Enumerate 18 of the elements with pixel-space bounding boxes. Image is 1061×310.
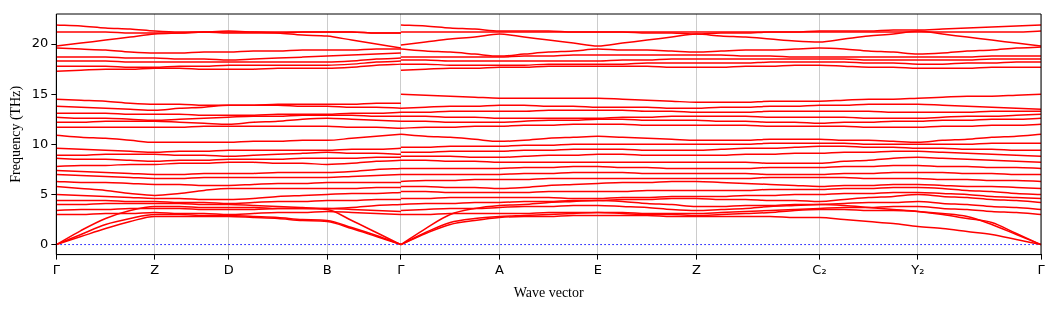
x-tick-label: Y₂ [910, 261, 925, 277]
x-tick-label: Z [691, 261, 701, 277]
y-tick-label: 5 [40, 185, 49, 201]
y-tick-label: 15 [31, 85, 49, 101]
x-tick-label: Γ [397, 261, 406, 277]
x-tick-label: C₂ [812, 261, 827, 277]
y-tick-label: 20 [31, 35, 49, 51]
x-tick-label: E [593, 261, 603, 277]
x-tick-label: A [494, 261, 504, 277]
x-tick-label: Γ [52, 261, 61, 277]
x-axis-title: Wave vector [513, 285, 585, 301]
x-tick-label: D [223, 261, 234, 277]
x-tick-label: B [322, 261, 332, 277]
y-tick-label: 10 [31, 135, 49, 151]
x-tick-label: Z [150, 261, 160, 277]
x-tick-label: Γ [1037, 261, 1046, 277]
y-axis-title: Frequency (THz) [8, 85, 25, 183]
y-tick-label: 0 [40, 235, 49, 251]
